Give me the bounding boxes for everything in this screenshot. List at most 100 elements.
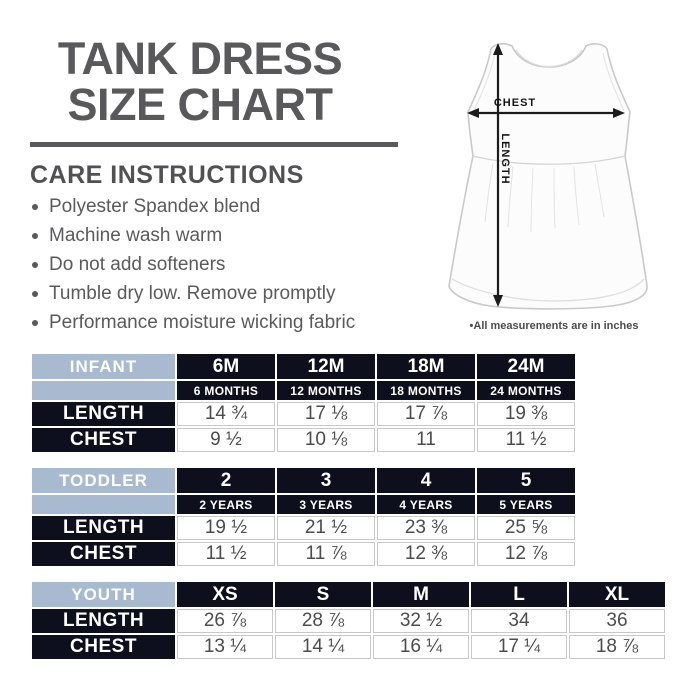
measurement-value: 11 ½ [177, 542, 275, 566]
row-label-chest: CHEST [32, 428, 175, 452]
size-header: 5 [477, 468, 575, 493]
size-subheader: 18 MONTHS [377, 381, 475, 400]
measurement-value: 25 ⅝ [477, 516, 575, 540]
group-label-toddler: TODDLER [32, 468, 175, 493]
care-item-text: Polyester Spandex blend [49, 196, 261, 217]
length-arrow [493, 43, 503, 307]
row-label-chest: CHEST [32, 542, 175, 566]
table-row: LENGTH 19 ½ 21 ½ 23 ⅜ 25 ⅝ [32, 516, 575, 540]
care-item-text: Tumble dry low. Remove promptly [49, 283, 336, 304]
group-label-youth: YOUTH [32, 582, 175, 607]
measurement-value: 17 ⅞ [377, 402, 475, 426]
measurement-value: 32 ½ [373, 609, 469, 633]
measurement-value: 17 ⅛ [277, 402, 375, 426]
measurement-value: 14 ¼ [275, 635, 371, 659]
measurement-value: 18 ⅞ [569, 635, 665, 659]
measurement-value: 19 ⅜ [477, 402, 575, 426]
size-header: XL [569, 582, 665, 607]
care-item-text: Do not add softeners [49, 254, 226, 275]
table-row: LENGTH 14 ¾ 17 ⅛ 17 ⅞ 19 ⅜ [32, 402, 575, 426]
measurement-value: 36 [569, 609, 665, 633]
care-item: Do not add softeners [32, 254, 432, 276]
table-row: LENGTH 26 ⅞ 28 ⅞ 32 ½ 34 36 [32, 609, 665, 633]
group-label-spacer [32, 381, 175, 400]
waist-seam [472, 155, 626, 165]
infant-size-table: INFANT 6M 12M 18M 24M 6 MONTHS 12 MONTHS… [30, 352, 577, 454]
measurement-value: 14 ¾ [177, 402, 275, 426]
measurement-value: 11 ⅞ [277, 542, 375, 566]
row-label-length: LENGTH [32, 516, 175, 540]
care-item-text: Machine wash warm [49, 225, 223, 246]
measurement-value: 21 ½ [277, 516, 375, 540]
care-item: Tumble dry low. Remove promptly [32, 283, 432, 305]
measurement-value: 26 ⅞ [177, 609, 273, 633]
size-header: 3 [277, 468, 375, 493]
row-label-chest: CHEST [32, 635, 175, 659]
tank-dress-illustration: CHEST LENGTH [448, 43, 648, 310]
length-arrow-label: LENGTH [499, 133, 511, 184]
measurement-value: 19 ½ [177, 516, 275, 540]
size-header: 6M [177, 354, 275, 379]
care-item: Performance moisture wicking fabric [32, 312, 432, 334]
size-subheader: 6 MONTHS [177, 381, 275, 400]
size-subheader: 24 MONTHS [477, 381, 575, 400]
care-instructions-heading: CARE INSTRUCTIONS [30, 161, 304, 189]
chest-arrow [467, 108, 625, 118]
page-title-line2: SIZE CHART [67, 79, 334, 130]
size-subheader: 12 MONTHS [277, 381, 375, 400]
measurement-units-caption: •All measurements are in inches [469, 320, 639, 332]
table-row: CHEST 11 ½ 11 ⅞ 12 ⅜ 12 ⅞ [32, 542, 575, 566]
toddler-size-table: TODDLER 2 3 4 5 2 YEARS 3 YEARS 4 YEARS … [30, 466, 577, 568]
bullet-icon [32, 262, 38, 268]
group-label-spacer [32, 495, 175, 514]
care-instructions-list: Polyester Spandex blend Machine wash war… [32, 196, 432, 341]
size-header: L [471, 582, 567, 607]
measurement-value: 9 ½ [177, 428, 275, 452]
measurement-value: 17 ¼ [471, 635, 567, 659]
right-armhole-line [602, 52, 625, 112]
measurement-value: 12 ⅜ [377, 542, 475, 566]
youth-size-table: YOUTH XS S M L XL LENGTH 26 ⅞ 28 ⅞ 32 ½ … [30, 580, 667, 661]
bullet-icon [32, 291, 38, 297]
size-header: 18M [377, 354, 475, 379]
size-header: XS [177, 582, 273, 607]
size-header: 2 [177, 468, 275, 493]
size-subheader: 5 YEARS [477, 495, 575, 514]
size-header: 24M [477, 354, 575, 379]
care-item: Machine wash warm [32, 225, 432, 247]
table-row: CHEST 9 ½ 10 ⅛ 11 11 ½ [32, 428, 575, 452]
size-subheader: 2 YEARS [177, 495, 275, 514]
chest-arrow-label: CHEST [494, 97, 536, 109]
measurement-value: 23 ⅜ [377, 516, 475, 540]
page-title-line1: TANK DRESS [57, 33, 343, 84]
dress-outline [448, 43, 648, 310]
measurement-value: 13 ¼ [177, 635, 273, 659]
page-title: TANK DRESS SIZE CHART [28, 36, 372, 128]
left-armhole-line [473, 52, 496, 112]
measurement-value: 12 ⅞ [477, 542, 575, 566]
title-divider [30, 142, 398, 147]
size-header: 12M [277, 354, 375, 379]
bullet-icon [32, 233, 38, 239]
row-label-length: LENGTH [32, 609, 175, 633]
care-item: Polyester Spandex blend [32, 196, 432, 218]
table-row: CHEST 13 ¼ 14 ¼ 16 ¼ 17 ¼ 18 ⅞ [32, 635, 665, 659]
row-label-length: LENGTH [32, 402, 175, 426]
hem-band-line [451, 278, 645, 302]
size-header: 4 [377, 468, 475, 493]
measurement-value: 11 ½ [477, 428, 575, 452]
care-item-text: Performance moisture wicking fabric [49, 312, 356, 333]
size-subheader: 3 YEARS [277, 495, 375, 514]
measurement-value: 28 ⅞ [275, 609, 371, 633]
group-label-infant: INFANT [32, 354, 175, 379]
bullet-icon [32, 204, 38, 210]
bullet-icon [32, 320, 38, 326]
size-header: M [373, 582, 469, 607]
measurement-value: 16 ¼ [373, 635, 469, 659]
neckband-line [515, 49, 583, 68]
size-header: S [275, 582, 371, 607]
measurement-value: 10 ⅛ [277, 428, 375, 452]
skirt-gather-lines [484, 162, 605, 233]
measurement-value: 11 [377, 428, 475, 452]
